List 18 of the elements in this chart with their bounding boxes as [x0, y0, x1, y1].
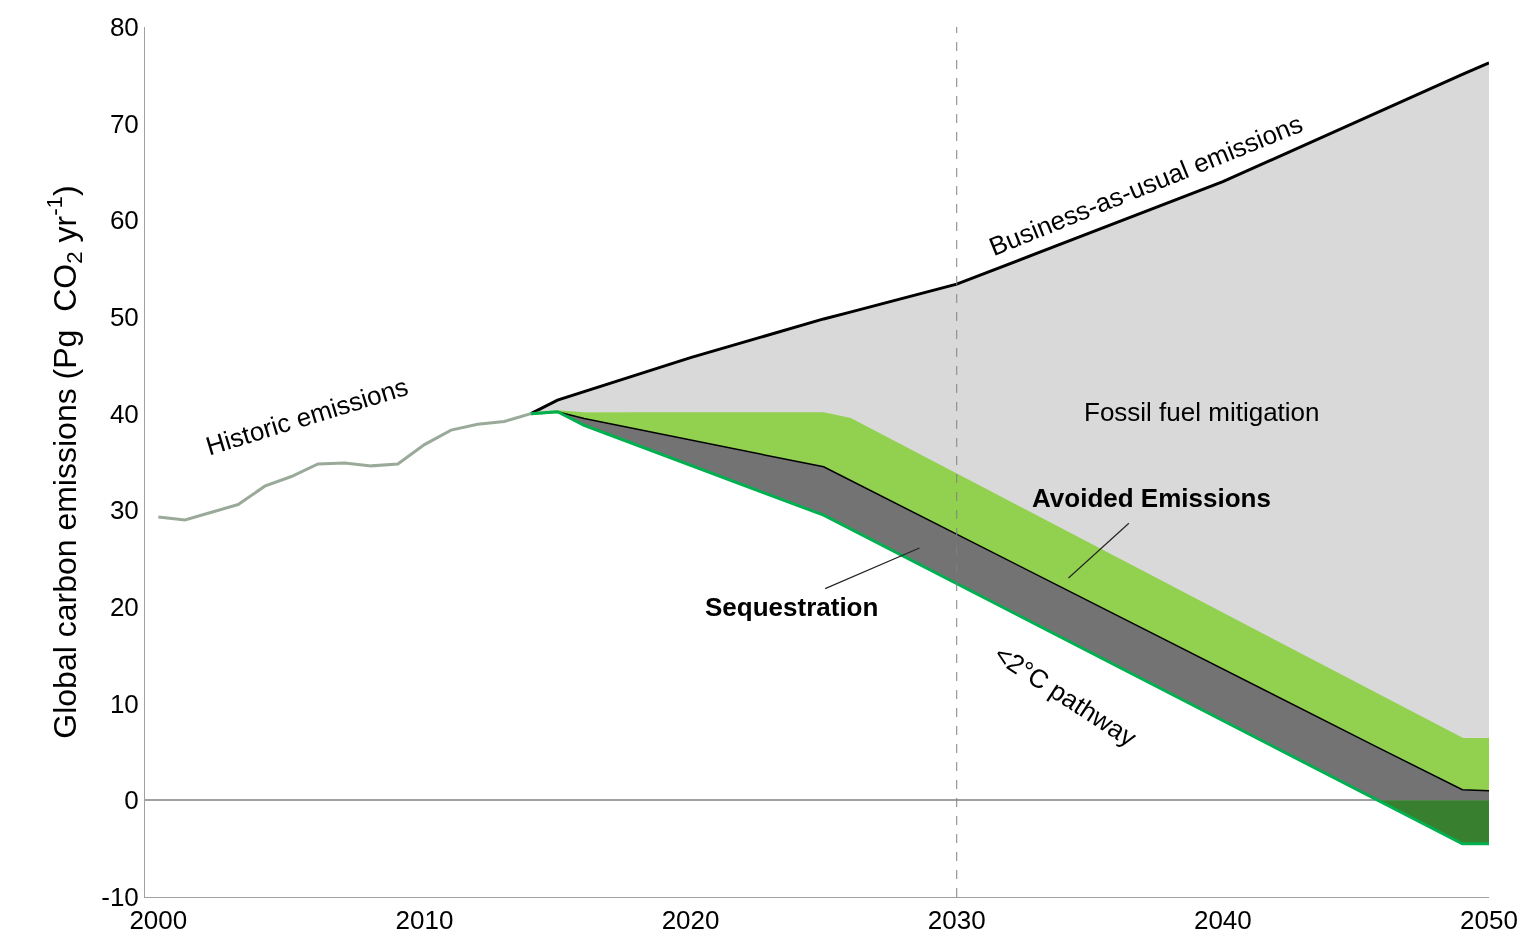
- y-tick-label: 50: [109, 302, 139, 333]
- y-tick-label: 70: [109, 108, 139, 139]
- y-tick-label: 60: [109, 205, 139, 236]
- y-tick-label: 40: [109, 398, 139, 429]
- x-tick-label: 2030: [927, 905, 986, 936]
- y-tick-label: 80: [109, 12, 139, 43]
- y-tick-label: 20: [109, 592, 139, 623]
- x-tick-label: 2040: [1193, 905, 1252, 936]
- annotation: Fossil fuel mitigation: [1084, 397, 1320, 427]
- annotation: Avoided Emissions: [1032, 483, 1271, 513]
- y-tick-label: 0: [124, 785, 139, 816]
- x-tick-label: 2020: [661, 905, 720, 936]
- x-tick-label: 2010: [395, 905, 454, 936]
- y-tick-label: 30: [109, 495, 139, 526]
- x-tick-label: 2000: [129, 905, 188, 936]
- y-tick-label: 10: [109, 688, 139, 719]
- annotation: Sequestration: [705, 592, 879, 622]
- x-tick-label: 2050: [1460, 905, 1518, 936]
